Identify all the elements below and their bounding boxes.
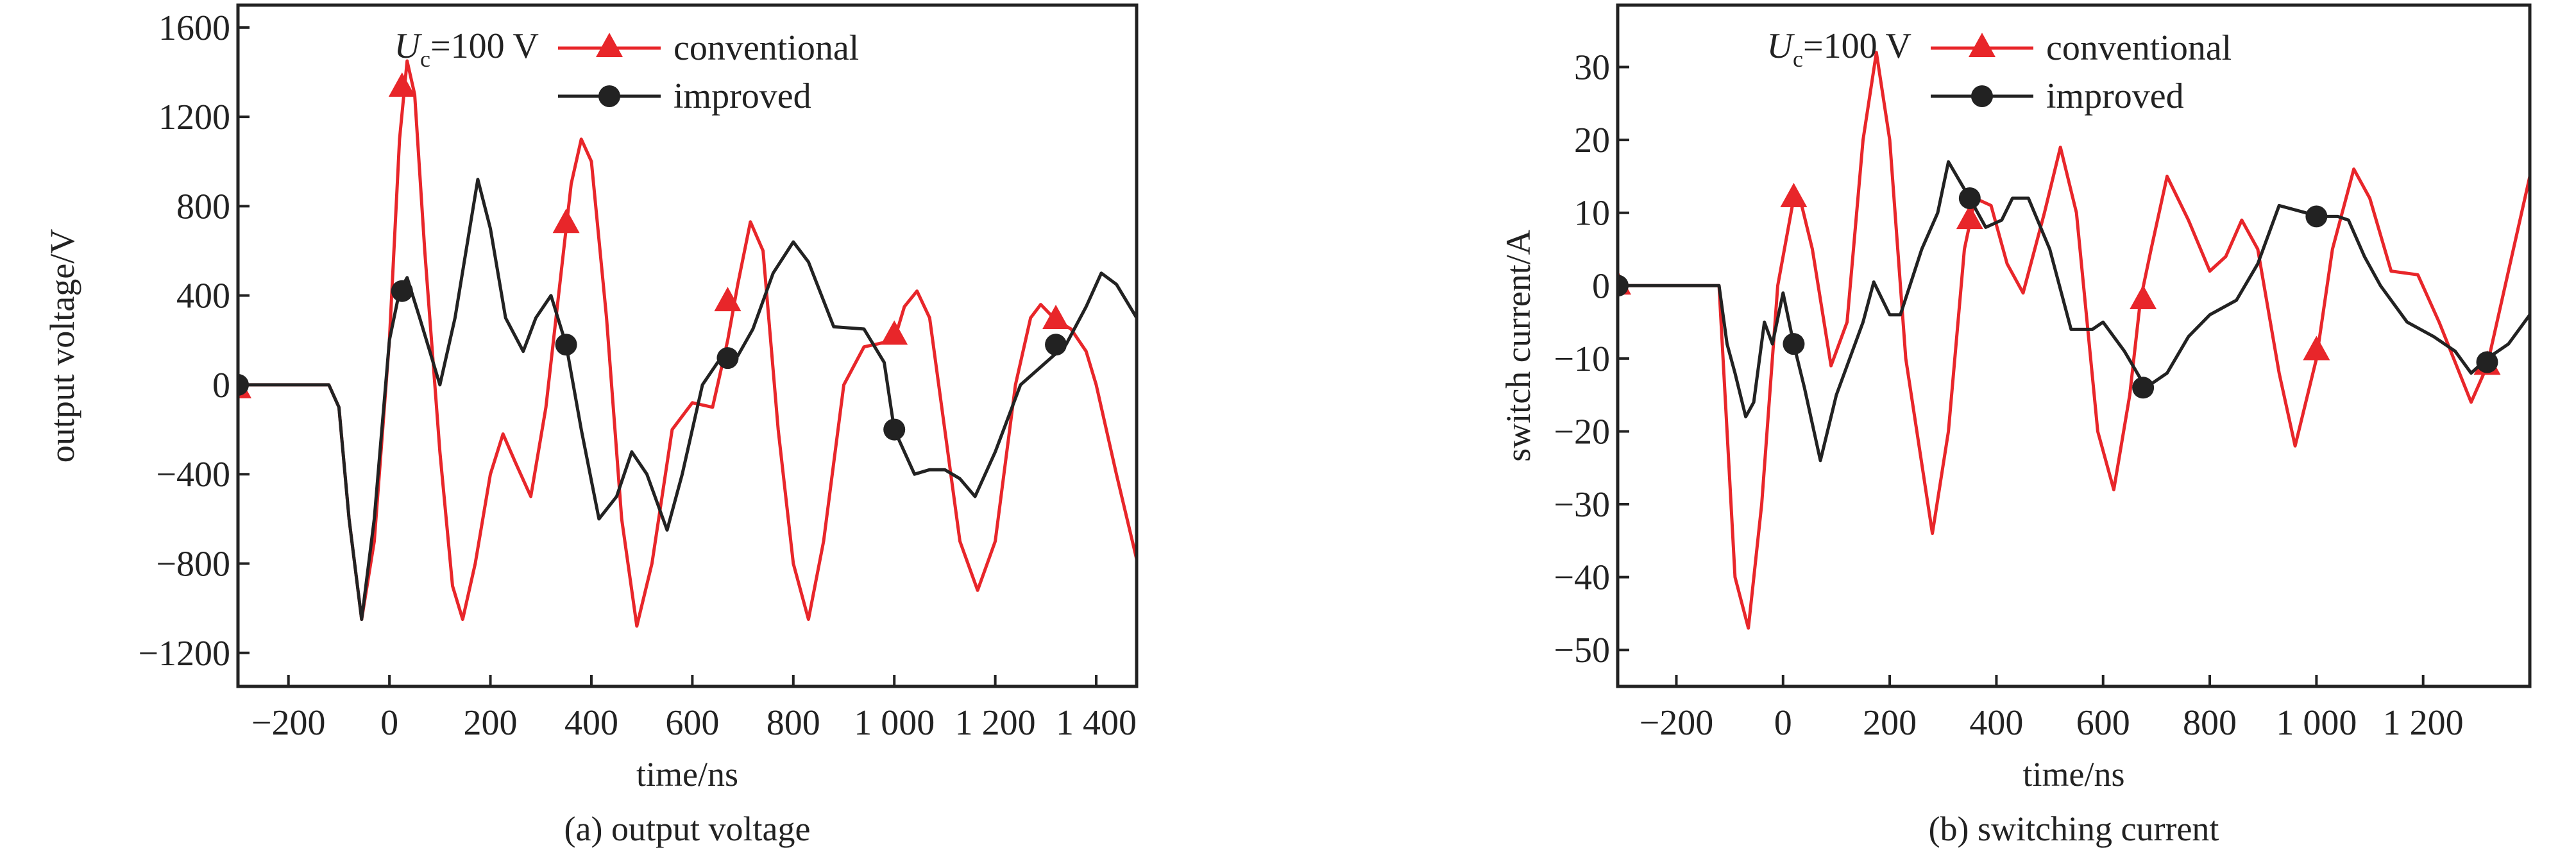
chart-caption: (a) output voltage: [564, 810, 811, 848]
x-tick-label: 800: [2183, 703, 2237, 743]
y-tick-label: 30: [1574, 48, 1610, 88]
x-axis-label: time/ns: [2023, 755, 2125, 794]
y-axis-label: switch current/A: [1499, 230, 1538, 461]
data-marker-triangle: [2130, 285, 2157, 310]
x-tick-label: 400: [564, 703, 618, 743]
data-marker-circle: [1783, 333, 1805, 355]
x-tick-label: −200: [1640, 703, 1714, 743]
data-marker-triangle: [552, 208, 580, 234]
data-marker-triangle: [881, 320, 908, 345]
y-axis-label: output voltage/V: [43, 229, 81, 463]
annotation-value: =100 V: [430, 26, 539, 66]
y-tick-label: −800: [156, 544, 230, 584]
legend-label-improved: improved: [674, 76, 811, 116]
legend-annotation: Uc=100 V: [1767, 26, 1911, 72]
annotation-value: =100 V: [1803, 26, 1911, 66]
data-marker-circle: [1958, 187, 1981, 209]
y-tick-label: 0: [1592, 266, 1610, 306]
x-tick-label: 1 200: [2383, 703, 2464, 743]
x-tick-label: 1 000: [854, 703, 935, 743]
y-tick-label: −1200: [138, 634, 230, 674]
legend: Uc=100 V conventional improved: [1767, 26, 2232, 116]
legend-marker-circle: [1971, 85, 1993, 107]
legend-marker-triangle: [1969, 33, 1996, 57]
legend-label-conventional: conventional: [674, 28, 859, 68]
legend-label-conventional: conventional: [2046, 28, 2232, 68]
annotation-subscript: c: [420, 46, 430, 72]
x-tick-label: 800: [767, 703, 820, 743]
x-tick-label: 0: [1774, 703, 1792, 743]
x-tick-label: 600: [2076, 703, 2130, 743]
y-tick-label: 400: [176, 276, 230, 316]
y-tick-label: −10: [1554, 339, 1610, 379]
y-tick-label: 20: [1574, 121, 1610, 160]
plot-frame: [236, 3, 1139, 688]
chart-switching-current: −200 0 200 400 600 800 1 000 1 200 30 20 10 0 −10 −20…: [1499, 3, 2532, 848]
data-marker-circle: [2132, 377, 2155, 399]
x-tick-label: 1 200: [955, 703, 1036, 743]
chart-output-voltage: −200 0 200 400 600 800 1 000 1 200 1 400 1600 1200…: [43, 3, 1139, 848]
x-axis-label: time/ns: [636, 755, 738, 794]
data-marker-circle: [2305, 205, 2328, 228]
y-tick-label: 10: [1574, 194, 1610, 234]
data-marker-triangle: [388, 72, 416, 97]
data-marker-circle: [391, 280, 413, 302]
chart-caption: (b) switching current: [1929, 810, 2219, 848]
series-improved: [1618, 160, 2530, 463]
series-line-conventional: [238, 59, 1137, 628]
y-tick-label: −400: [156, 455, 230, 495]
data-marker-triangle: [1042, 304, 1070, 329]
data-marker-circle: [716, 347, 739, 370]
y-tick-label: 0: [212, 366, 230, 405]
series-conventional: [238, 59, 1137, 628]
data-marker-triangle: [1780, 182, 1808, 207]
data-marker-circle: [2476, 351, 2498, 373]
annotation-symbol: U: [1767, 26, 1795, 66]
data-marker-triangle: [1956, 205, 1983, 230]
legend-annotation: Uc=100 V: [394, 26, 539, 72]
y-tick-label: 1200: [158, 98, 230, 137]
legend-marker-circle: [598, 85, 620, 107]
legend-marker-triangle: [596, 33, 623, 57]
y-tick-label: −50: [1554, 631, 1610, 670]
data-marker-triangle: [714, 287, 741, 312]
x-tick-label: 200: [464, 703, 518, 743]
x-tick-label: 400: [1969, 703, 2023, 743]
series-improved: [238, 178, 1137, 621]
annotation-symbol: U: [394, 26, 423, 66]
plot-frame: [1616, 3, 2532, 688]
data-marker-circle: [883, 418, 906, 441]
y-tick-label: −30: [1554, 485, 1610, 525]
x-tick-label: 200: [1863, 703, 1917, 743]
y-tick-label: 1600: [158, 8, 230, 48]
series-line-improved: [1618, 160, 2530, 463]
series-line-conventional: [1618, 51, 2530, 630]
y-tick-label: −20: [1554, 412, 1610, 452]
x-tick-label: 1 400: [1056, 703, 1137, 743]
data-marker-circle: [555, 334, 577, 356]
series-conventional: [1618, 51, 2530, 630]
legend-label-improved: improved: [2046, 76, 2184, 116]
x-tick-label: 0: [380, 703, 398, 743]
x-tick-label: 1 000: [2276, 703, 2357, 743]
y-tick-label: −40: [1554, 558, 1610, 598]
annotation-subscript: c: [1793, 46, 1803, 72]
x-tick-label: −200: [251, 703, 326, 743]
y-tick-label: 800: [176, 187, 230, 226]
data-marker-triangle: [2303, 336, 2330, 361]
data-marker-circle: [1045, 334, 1067, 356]
x-tick-label: 600: [665, 703, 719, 743]
legend: Uc=100 V conventional improved: [394, 26, 860, 116]
